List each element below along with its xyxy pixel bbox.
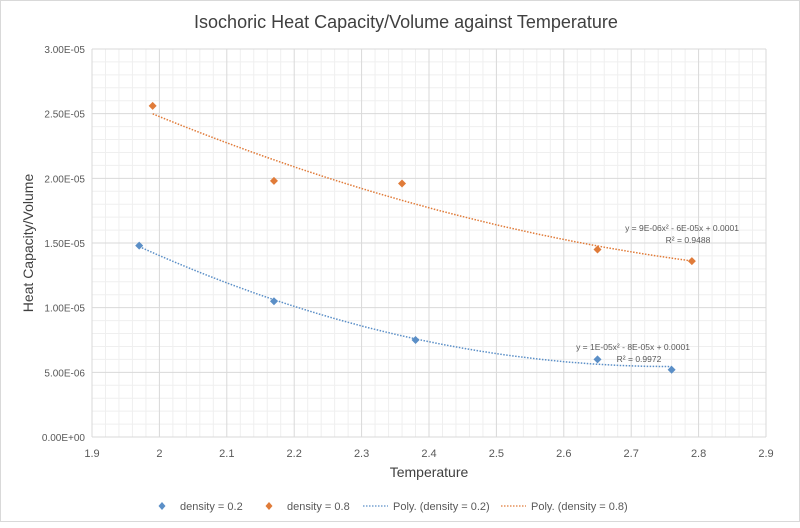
legend-label: Poly. (density = 0.8): [531, 501, 628, 513]
x-tick-label: 2.4: [421, 448, 436, 460]
trendline-density-0-2: [138, 245, 672, 368]
y-tick-label: 3.00E-05: [44, 45, 85, 56]
y-tick-label: 2.00E-05: [44, 174, 85, 185]
y-tick-label: 1.50E-05: [44, 239, 85, 250]
major-gridlines: [91, 48, 767, 438]
data-point-density-0-2: [135, 241, 144, 250]
y-tick-label: 0.00E+00: [42, 433, 86, 444]
data-point-density-0-2: [411, 336, 420, 344]
x-axis-label: Temperature: [390, 464, 469, 480]
chart-title: Isochoric Heat Capacity/Volume against T…: [194, 12, 618, 32]
x-tick-label: 2.7: [624, 448, 639, 460]
legend-marker-diamond-icon: [158, 502, 166, 510]
data-point-density-0-8: [148, 101, 157, 110]
x-tick-label: 2.9: [758, 448, 773, 460]
legend-item: Poly. (density = 0.8): [501, 501, 628, 513]
x-tick-label: 2.3: [354, 448, 369, 460]
legend-marker-diamond-icon: [265, 502, 273, 510]
trendline-equation: y = 9E-06x² - 6E-05x + 0.0001: [625, 223, 739, 233]
x-axis-tick-labels: 1.9 2 2.1 2.2 2.3 2.4 2.5 2.6 2.7 2.8 2.9: [84, 448, 773, 460]
x-tick-label: 2.8: [691, 448, 706, 460]
legend-item: Poly. (density = 0.2): [363, 501, 490, 513]
data-point-density-0-8: [593, 245, 602, 254]
trendline-equations: y = 1E-05x² - 8E-05x + 0.0001 R² = 0.9972…: [576, 223, 739, 364]
y-axis-label: Heat Capacity/Volume: [20, 174, 36, 313]
legend-item: density = 0.8: [265, 501, 350, 513]
data-points: [135, 101, 696, 374]
trendline-r-squared: R² = 0.9488: [666, 235, 711, 245]
legend: density = 0.2 density = 0.8 Poly. (density…: [158, 501, 628, 513]
legend-label: density = 0.2: [180, 501, 243, 513]
x-tick-label: 2.5: [489, 448, 504, 460]
y-tick-label: 5.00E-06: [44, 368, 85, 379]
x-tick-label: 2.1: [219, 448, 234, 460]
legend-label: Poly. (density = 0.2): [393, 501, 490, 513]
data-point-density-0-8: [269, 176, 278, 185]
data-point-density-0-2: [667, 365, 676, 374]
x-tick-label: 2.6: [556, 448, 571, 460]
x-tick-label: 2: [156, 448, 162, 460]
trendline-r-squared: R² = 0.9972: [617, 354, 662, 364]
data-point-density-0-2: [269, 297, 278, 306]
legend-label: density = 0.8: [287, 501, 350, 513]
trendline-equation: y = 1E-05x² - 8E-05x + 0.0001: [576, 342, 690, 352]
trendline-density-0-8: [152, 113, 693, 262]
data-point-density-0-8: [687, 257, 696, 266]
legend-item: density = 0.2: [158, 501, 243, 513]
y-tick-label: 1.00E-05: [44, 304, 85, 315]
trendlines: [138, 113, 693, 368]
x-tick-label: 1.9: [84, 448, 99, 460]
data-point-density-0-8: [398, 179, 407, 188]
x-tick-label: 2.2: [287, 448, 302, 460]
data-point-density-0-2: [593, 355, 602, 364]
y-axis-tick-labels: 0.00E+00 5.00E-06 1.00E-05 1.50E-05 2.00E-05…: [42, 45, 86, 444]
y-tick-label: 2.50E-05: [44, 110, 85, 121]
